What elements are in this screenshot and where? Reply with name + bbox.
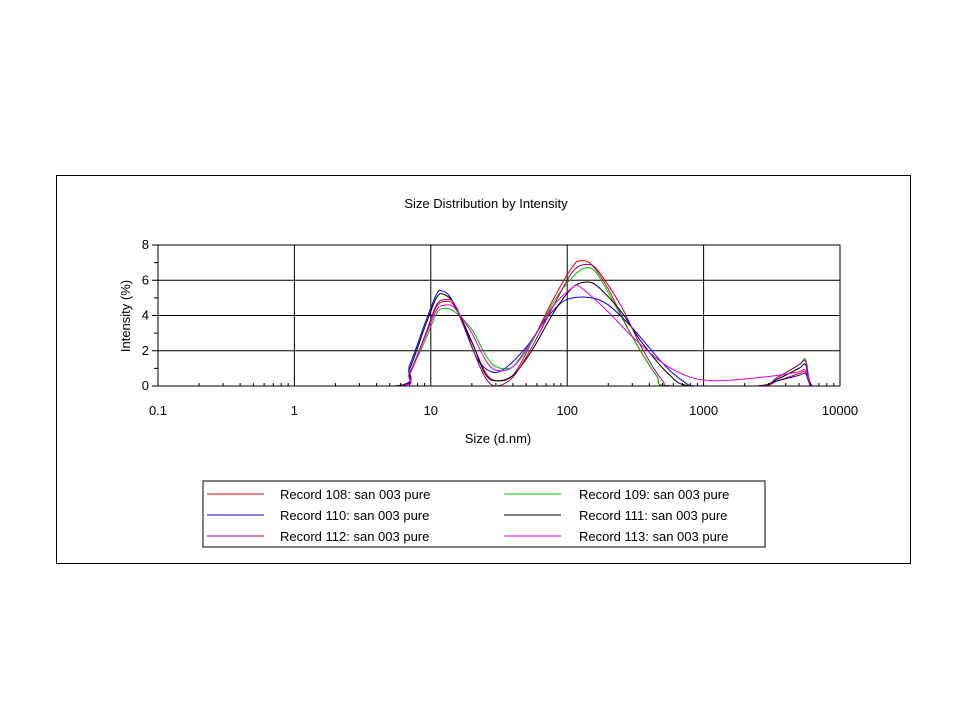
legend-label-2: Record 109: san 003 pure — [579, 487, 729, 502]
x-tick-label: 100 — [556, 403, 578, 418]
y-tick-label: 6 — [142, 272, 149, 287]
chart-frame: Size Distribution by Intensity 0.1 1 10 100… — [56, 175, 911, 564]
y-tick-label: 4 — [142, 308, 149, 323]
legend-label-4: Record 111: san 003 pure — [579, 508, 727, 523]
legend-label-1: Record 108: san 003 pure — [280, 487, 430, 502]
x-tick-label: 10 — [424, 403, 438, 418]
series-line-1 — [240, 260, 840, 387]
series-line-4 — [240, 281, 840, 387]
y-tick-label: 0 — [142, 378, 149, 393]
intensity-chart: Size Distribution by Intensity 0.1 1 10 100… — [118, 196, 858, 548]
legend-label-6: Record 113: san 003 pure — [579, 529, 728, 544]
grid — [157, 244, 841, 387]
tick-labels: 0.1 1 10 100 1000 10000 0 2 4 6 8 — [142, 237, 858, 418]
minor-ticks — [152, 244, 835, 387]
series-line-5 — [240, 263, 840, 387]
y-tick-label: 2 — [142, 343, 149, 358]
x-tick-label: 1 — [291, 403, 298, 418]
legend-label-3: Record 110: san 003 pure — [280, 508, 429, 523]
legend: Record 108: san 003 pure Record 109: san … — [202, 480, 766, 548]
x-tick-label: 0.1 — [149, 403, 167, 418]
chart-title: Size Distribution by Intensity — [404, 196, 568, 211]
legend-box — [202, 480, 766, 548]
x-axis-label: Size (d.nm) — [465, 431, 531, 446]
series-line-6 — [240, 284, 840, 387]
series-line-3 — [240, 289, 840, 387]
y-tick-label: 8 — [142, 237, 149, 252]
series-layer — [240, 260, 840, 387]
y-axis-label: Intensity (%) — [118, 280, 133, 352]
legend-label-5: Record 112: san 003 pure — [280, 529, 429, 544]
x-tick-label: 1000 — [689, 403, 718, 418]
x-tick-label: 10000 — [822, 403, 858, 418]
